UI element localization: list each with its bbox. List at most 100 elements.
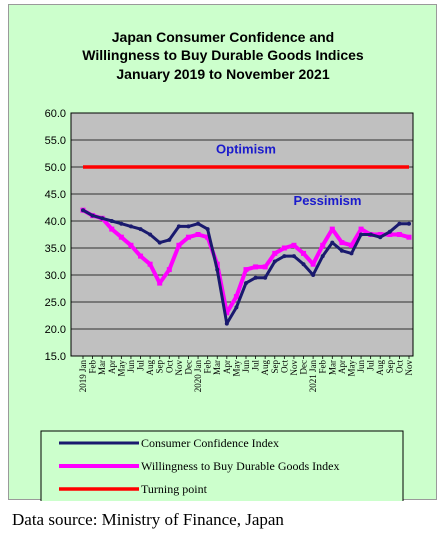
y-axis-ticks: 60.0 55.0 50.0 45.0 40.0 35.0 30.0 25.0 20.0 15.0 xyxy=(45,108,66,363)
series-point xyxy=(138,253,144,259)
x-tick-label: Jun xyxy=(241,360,251,373)
series-point xyxy=(339,240,345,246)
series-point xyxy=(358,226,364,232)
x-tick-label: Nov xyxy=(289,360,299,376)
chart-frame: Japan Consumer Confidence and Willingnes… xyxy=(8,4,437,501)
series-point xyxy=(406,234,412,240)
series-point xyxy=(233,294,239,300)
x-tick-label: Apr xyxy=(107,360,117,374)
series-point xyxy=(186,224,191,229)
series-point xyxy=(205,234,211,240)
series-point xyxy=(263,275,268,280)
x-tick-label: Feb xyxy=(318,360,328,374)
x-tick-label: Aug xyxy=(375,360,385,376)
series-point xyxy=(311,273,316,277)
x-tick-label: Dec xyxy=(183,360,193,375)
x-tick-label: 2020 Jan xyxy=(193,360,203,393)
x-tick-label: Sep xyxy=(270,360,280,374)
x-tick-label: Aug xyxy=(260,360,270,376)
x-tick-label: Oct xyxy=(164,360,174,373)
series-point xyxy=(320,254,325,259)
series-point xyxy=(138,227,143,232)
x-tick-label: May xyxy=(116,360,126,377)
series-point xyxy=(185,234,191,240)
series-point xyxy=(109,226,115,232)
series-point xyxy=(407,221,411,226)
series-point xyxy=(329,226,335,232)
series-point xyxy=(348,242,354,248)
series-point xyxy=(196,221,201,226)
chart-title: Japan Consumer Confidence and Willingnes… xyxy=(82,29,364,82)
series-point xyxy=(368,232,373,237)
x-tick-label: Jul xyxy=(251,360,261,371)
x-tick-label: Apr xyxy=(222,360,232,374)
x-tick-label: 2019 Jan xyxy=(78,360,88,393)
series-point xyxy=(147,261,153,267)
x-tick-label: May xyxy=(346,360,356,377)
series-point xyxy=(282,254,287,259)
series-point xyxy=(272,259,277,264)
y-tick-label: 60.0 xyxy=(45,108,66,120)
series-point xyxy=(224,310,230,316)
series-point xyxy=(301,250,307,256)
annotation-pessimism: Pessimism xyxy=(294,193,362,208)
series-point xyxy=(339,248,344,253)
series-point xyxy=(81,208,85,213)
series-point xyxy=(330,240,335,245)
x-tick-label: Oct xyxy=(394,360,404,373)
x-tick-label: Nov xyxy=(404,360,414,376)
series-point xyxy=(310,261,316,267)
series-point xyxy=(301,262,306,267)
series-point xyxy=(349,251,354,256)
legend-label-turning-point: Turning point xyxy=(141,482,208,496)
legend-label-durable-goods: Willingness to Buy Durable Goods Index xyxy=(141,459,340,473)
series-point xyxy=(234,305,239,310)
data-source-note: Data source: Ministry of Finance, Japan xyxy=(12,510,284,529)
annotations: Optimism Pessimism xyxy=(216,142,361,208)
series-point xyxy=(396,232,402,237)
series-point xyxy=(118,234,124,240)
y-tick-label: 40.0 xyxy=(45,216,66,228)
series-point xyxy=(224,321,229,326)
chart-title-line-1: Japan Consumer Confidence and xyxy=(112,29,334,45)
series-point xyxy=(90,213,95,218)
y-tick-label: 35.0 xyxy=(45,243,66,255)
x-tick-label: Sep xyxy=(155,360,165,374)
y-tick-label: 25.0 xyxy=(45,297,66,309)
x-axis-ticks: 2019 Jan Feb Mar Apr May Jun Jul Aug Sep Oct Nov De… xyxy=(78,356,414,392)
series-point xyxy=(119,221,124,226)
series-point xyxy=(100,216,105,221)
y-tick-label: 20.0 xyxy=(45,324,66,336)
series-point xyxy=(387,232,393,237)
series-point xyxy=(320,242,326,248)
series-point xyxy=(128,242,134,248)
chart-title-line-3: January 2019 to November 2021 xyxy=(116,66,329,82)
series-point xyxy=(291,254,296,259)
legend-label-consumer-confidence: Consumer Confidence Index xyxy=(141,436,279,450)
series-point xyxy=(166,267,172,273)
series-lines xyxy=(80,165,412,326)
series-point xyxy=(377,232,383,237)
series-point xyxy=(253,264,259,270)
x-tick-label: Feb xyxy=(88,360,98,374)
x-tick-label: Jun xyxy=(126,360,136,373)
series-point xyxy=(176,224,181,229)
series-point xyxy=(291,242,297,248)
series-point xyxy=(397,221,402,226)
series-point xyxy=(176,242,182,248)
x-tick-label: Mar xyxy=(327,360,337,375)
series-point xyxy=(167,237,172,242)
x-tick-label: Jul xyxy=(366,360,376,371)
chart-canvas: Japan Consumer Confidence and Willingnes… xyxy=(40,29,414,501)
legend: Consumer Confidence Index Willingness to… xyxy=(40,430,404,501)
chart-title-line-2: Willingness to Buy Durable Goods Indices xyxy=(82,47,364,63)
series-point xyxy=(148,232,153,237)
series-point xyxy=(378,235,383,240)
series-point xyxy=(157,280,163,286)
y-tick-label: 30.0 xyxy=(45,270,66,282)
x-tick-label: Dec xyxy=(299,360,309,375)
x-tick-label: Oct xyxy=(279,360,289,373)
series-point xyxy=(359,232,364,237)
series-point xyxy=(128,224,133,229)
series-point xyxy=(387,229,392,234)
